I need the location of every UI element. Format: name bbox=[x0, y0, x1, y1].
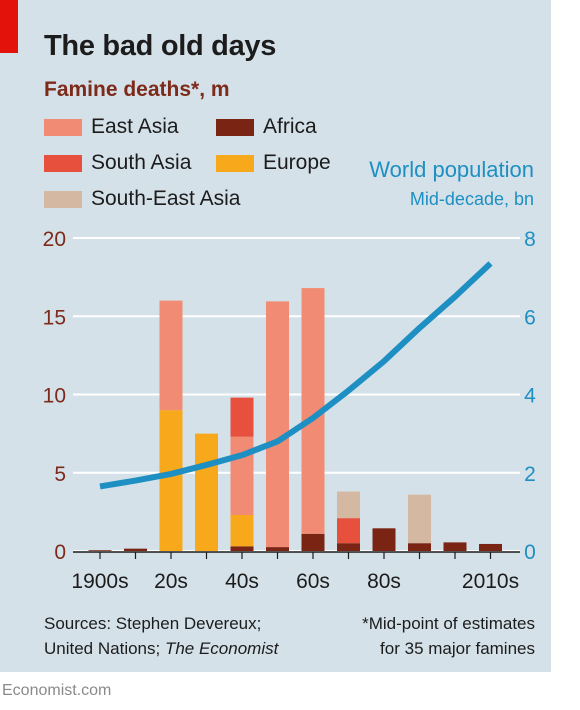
source-text: United Nations; bbox=[44, 639, 165, 658]
bar-south-east-asia-1990s bbox=[408, 494, 431, 544]
legend-item-south-asia: South Asia bbox=[44, 151, 191, 175]
legend-swatch bbox=[216, 154, 254, 172]
bar-africa-1960s bbox=[301, 533, 325, 551]
y-right-tick-label: 0 bbox=[524, 541, 536, 564]
bar-africa-1980s bbox=[372, 528, 396, 551]
footnote: *Mid-point of estimates for 35 major fam… bbox=[362, 611, 535, 661]
bar-east-asia-1960s bbox=[301, 288, 325, 534]
y-left-tick-label: 0 bbox=[54, 541, 66, 564]
y-left-tick-label: 15 bbox=[43, 306, 66, 329]
source-line-2: United Nations; The Economist bbox=[44, 636, 278, 661]
bar-east-asia-1940s bbox=[230, 436, 254, 516]
y-left-tick-label: 10 bbox=[43, 385, 66, 408]
x-tick-label: 40s bbox=[225, 570, 259, 593]
x-tick-label: 2010s bbox=[462, 570, 519, 593]
source-note: Sources: Stephen Devereux; United Nation… bbox=[44, 611, 278, 661]
legend-swatch bbox=[44, 190, 82, 208]
chart-title: The bad old days bbox=[44, 30, 277, 62]
bar-africa-2010s bbox=[479, 543, 502, 551]
bar-africa-1950s bbox=[266, 547, 289, 551]
footnote-line-2: for 35 major famines bbox=[380, 639, 535, 658]
bar-africa-1990s bbox=[408, 543, 431, 551]
bar-east-asia-1920s bbox=[159, 300, 183, 411]
y-left-tick-label: 5 bbox=[54, 463, 66, 486]
legend-swatch bbox=[216, 118, 254, 136]
credit: Economist.com bbox=[2, 682, 112, 699]
brand-tag bbox=[0, 0, 18, 53]
population-axis-title: World population bbox=[369, 157, 534, 182]
bar-europe-1940s bbox=[230, 515, 254, 547]
legend-label: East Asia bbox=[91, 115, 179, 138]
legend-swatch bbox=[44, 154, 82, 172]
bar-europe-1920s bbox=[159, 410, 183, 551]
legend-swatch bbox=[44, 118, 82, 136]
chart-subtitle: Famine deaths*, m bbox=[44, 78, 230, 101]
y-right-tick-label: 6 bbox=[524, 306, 536, 329]
y-right-tick-label: 8 bbox=[524, 228, 536, 251]
population-axis-subtitle: Mid-decade, bn bbox=[409, 189, 534, 209]
bar-africa-1910s bbox=[124, 548, 147, 551]
x-tick-label: 20s bbox=[154, 570, 188, 593]
source-line-1: Sources: Stephen Devereux; bbox=[44, 614, 262, 633]
bar-east-asia-1950s bbox=[266, 301, 289, 548]
bar-south-asia-1940s bbox=[230, 397, 254, 437]
legend-label: South Asia bbox=[91, 151, 192, 174]
legend-label: Africa bbox=[263, 115, 317, 138]
bar-africa-2000s bbox=[443, 542, 467, 551]
legend-label: Europe bbox=[263, 151, 331, 174]
bar-africa-1900s bbox=[88, 550, 112, 551]
legend-item-africa: Africa bbox=[216, 115, 317, 139]
legend-label: South-East Asia bbox=[91, 187, 241, 210]
bar-europe-1930s bbox=[195, 433, 218, 551]
x-tick-label: 60s bbox=[296, 570, 330, 593]
legend-item-south-east-asia: South-East Asia bbox=[44, 187, 240, 211]
x-tick-label: 80s bbox=[367, 570, 401, 593]
y-right-tick-label: 2 bbox=[524, 463, 536, 486]
bar-south-asia-1970s bbox=[337, 518, 360, 544]
legend-item-europe: Europe bbox=[216, 151, 331, 175]
bar-south-east-asia-1970s bbox=[337, 491, 360, 519]
x-tick-label: 1900s bbox=[71, 570, 128, 593]
legend-item-east-asia: East Asia bbox=[44, 115, 179, 139]
footnote-line-1: *Mid-point of estimates bbox=[362, 614, 535, 633]
y-right-tick-label: 4 bbox=[524, 385, 536, 408]
y-left-tick-label: 20 bbox=[43, 228, 66, 251]
source-publication: The Economist bbox=[164, 639, 279, 658]
bar-africa-1940s bbox=[230, 546, 254, 551]
bar-africa-1970s bbox=[337, 543, 360, 551]
world-population-line bbox=[99, 261, 493, 490]
